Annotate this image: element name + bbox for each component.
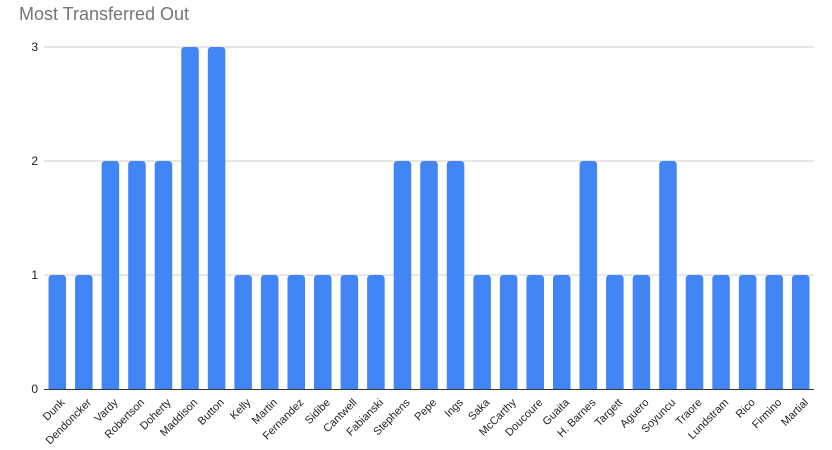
bar-guaita [552,275,571,389]
bar-doucoure [526,275,544,389]
x-tick-label: Martial [779,397,811,429]
bar-ings [446,161,465,389]
y-tick-label: 1 [31,268,38,282]
bar-fabianski [367,275,385,389]
x-tick-label: Pepe [413,397,440,424]
bar-pepe [420,161,438,389]
bar-kelly [234,275,252,389]
y-tick-label: 2 [31,154,38,168]
bar-maddison [181,47,199,389]
y-tick-label: 3 [31,40,38,54]
bar-traore [685,275,704,389]
bar-cantwell [340,275,359,389]
bars [48,47,810,389]
y-tick-label: 0 [31,382,38,396]
bar-dunk [48,275,67,389]
bar-doherty [154,161,173,389]
x-axis-ticks: DunkDendonckerVardyRobertsonDohertyMaddi… [41,396,811,447]
bar-robertson [128,161,146,389]
bar-rico [738,275,757,389]
y-axis-ticks: 0 1 2 3 [31,40,38,396]
x-tick-label: Firmino [750,397,784,431]
chart-title: Most Transferred Out [19,4,190,24]
bar-saka [473,275,491,389]
bar-mccarthy [499,275,518,389]
bar-lundstram [712,275,730,389]
bar-targett [606,275,624,389]
bar-sidibe [314,275,332,389]
bar-stephens [393,161,412,389]
x-tick-label: Ings [443,396,467,420]
bar-h-barnes [579,161,598,389]
x-tick-label: Button [196,397,227,428]
bar-martial [791,275,810,389]
bar-firmino [765,275,783,389]
bar-martin [260,275,279,389]
bar-fernandez [287,275,306,389]
bar-dendoncker [75,275,93,389]
bar-soyuncu [659,161,677,389]
bar-button [207,47,226,389]
bar-vardy [101,161,120,389]
bar-aguero [632,275,651,389]
